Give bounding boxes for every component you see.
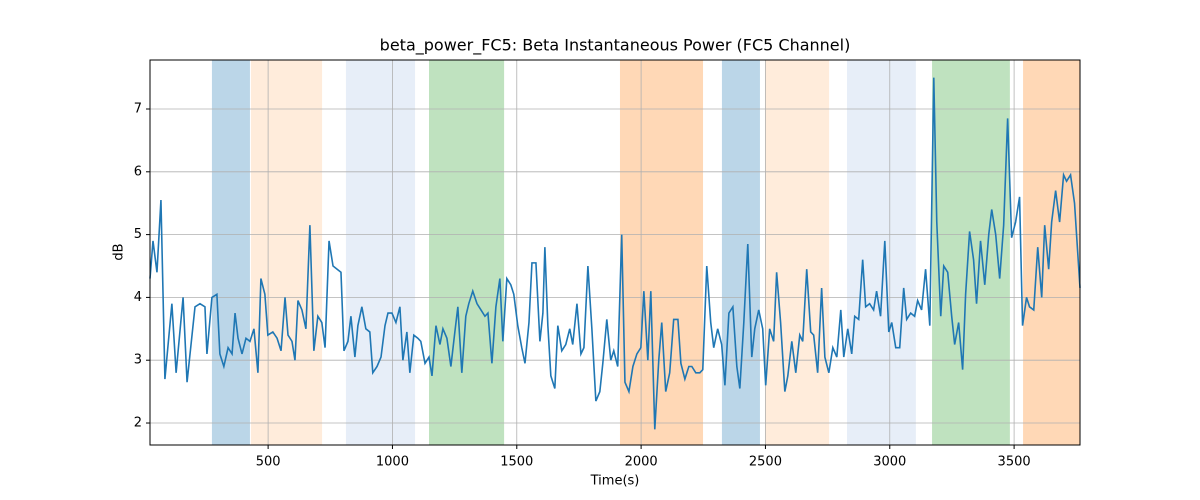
shaded-span: [932, 60, 1010, 445]
y-tick-label: 6: [134, 164, 142, 179]
shaded-span: [1023, 60, 1080, 445]
y-tick-label: 2: [134, 416, 142, 431]
y-tick-label: 4: [134, 290, 142, 305]
x-axis-label: Time(s): [590, 474, 640, 489]
y-tick-label: 5: [134, 227, 142, 242]
x-tick-label: 1000: [376, 455, 409, 470]
x-tick-label: 2500: [749, 455, 782, 470]
shaded-span: [619, 60, 704, 445]
shaded-span: [764, 60, 830, 445]
plot-frame: [149, 59, 1081, 446]
chart-title: beta_power_FC5: Beta Instantaneous Power…: [380, 36, 851, 56]
shaded-span: [847, 60, 916, 445]
x-tick-label: 1500: [500, 455, 533, 470]
x-tick-label: 500: [256, 455, 281, 470]
shaded-span: [211, 60, 250, 445]
shaded-span: [429, 60, 505, 445]
x-tick-label: 2000: [625, 455, 658, 470]
data-line: [149, 77, 1081, 430]
shaded-span: [721, 60, 760, 445]
x-tick-label: 3500: [998, 455, 1031, 470]
y-tick-label: 7: [134, 101, 142, 116]
y-axis-label: dB: [112, 243, 127, 260]
shaded-span: [345, 60, 416, 445]
x-tick-label: 3000: [873, 455, 906, 470]
y-tick-label: 3: [134, 353, 142, 368]
